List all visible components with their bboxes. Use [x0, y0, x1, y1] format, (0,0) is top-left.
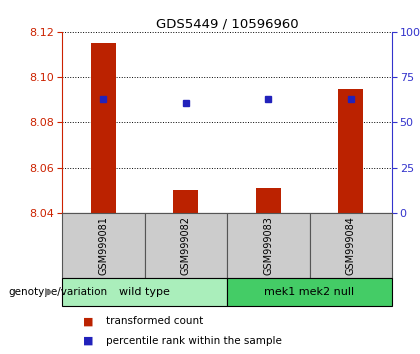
Text: GSM999081: GSM999081 [98, 216, 108, 275]
Text: genotype/variation: genotype/variation [8, 287, 108, 297]
Bar [227, 278, 392, 306]
Text: ▶: ▶ [45, 287, 54, 297]
Text: ■: ■ [83, 336, 94, 346]
Bar [339, 88, 363, 213]
Bar [91, 43, 116, 213]
Text: wild type: wild type [119, 287, 170, 297]
Text: GSM999082: GSM999082 [181, 216, 191, 275]
Text: transformed count: transformed count [106, 316, 203, 326]
Text: mek1 mek2 null: mek1 mek2 null [265, 287, 354, 297]
Bar [310, 213, 392, 278]
Bar [62, 213, 144, 278]
Bar [62, 278, 227, 306]
Bar [144, 213, 227, 278]
Title: GDS5449 / 10596960: GDS5449 / 10596960 [156, 18, 298, 31]
Text: GSM999084: GSM999084 [346, 216, 356, 275]
Text: percentile rank within the sample: percentile rank within the sample [106, 336, 282, 346]
Text: ■: ■ [83, 316, 94, 326]
Bar [227, 213, 310, 278]
Bar [173, 190, 198, 213]
Text: GSM999083: GSM999083 [263, 216, 273, 275]
Bar [256, 188, 281, 213]
